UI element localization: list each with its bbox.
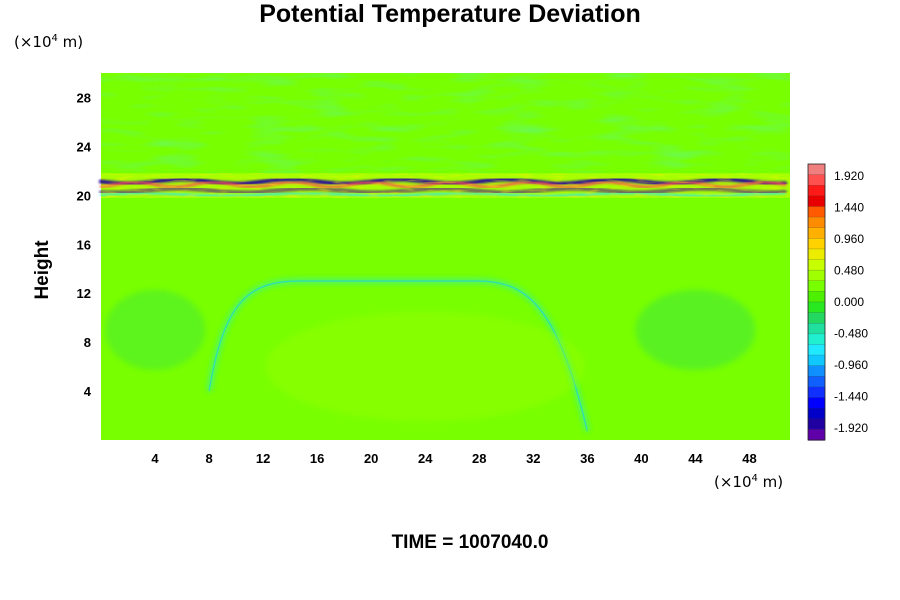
colorbar-swatch [808,195,825,208]
y-axis-ticks: 4 8 12 16 20 24 28 [77,90,92,399]
colorbar-swatch [808,259,825,271]
colorbar-swatch [808,333,825,346]
colorbar-swatch [808,238,825,250]
x-unit-exponent: 4 [751,473,758,484]
left-lobe [105,289,206,370]
colorbar-swatch [808,217,825,229]
colorbar-swatch [808,174,825,186]
colorbar-swatch [808,418,825,430]
y-unit-prefix: (×10 [14,33,52,51]
colorbar-swatch [808,429,825,441]
x-unit-prefix: (×10 [714,473,752,491]
colorbar-swatch [808,206,825,218]
colorbar-swatch [808,291,825,303]
x-tick-label: 24 [418,451,433,466]
chart-title: Potential Temperature Deviation [259,0,641,28]
y-unit-suffix: m) [57,33,84,51]
colorbar-swatch [808,227,825,239]
right-lobe [635,289,756,370]
colorbar-swatch [808,280,825,292]
y-tick-label: 28 [77,90,91,105]
colorbar-swatch [808,323,825,335]
time-label: TIME = 1007040.0 [391,532,549,553]
x-tick-label: 48 [742,451,756,466]
heatmap-field [99,73,790,440]
colorbar-tick-label: 1.440 [834,200,864,214]
colorbar-swatch [808,248,825,261]
x-tick-label: 28 [472,451,486,466]
y-tick-label: 12 [77,286,91,301]
colorbar-swatch [808,312,825,324]
colorbar-swatch [808,386,825,399]
x-unit-suffix: m) [757,473,784,491]
gravity-wave-texture [101,73,790,174]
colorbar-swatch [808,164,825,176]
x-tick-label: 12 [256,451,270,466]
colorbar-swatch [808,355,825,367]
y-tick-label: 8 [84,335,91,350]
colorbar-tick-label: 0.480 [834,263,864,277]
x-tick-label: 44 [688,451,703,466]
colorbar-tick-label: -0.480 [834,327,868,341]
colorbar-swatch [808,185,825,197]
colorbar-swatch [808,365,825,377]
colorbar-swatch [808,408,825,420]
colorbar-tick-label: -1.920 [834,421,868,435]
colorbar-swatch [808,270,825,282]
band-texture [101,173,790,198]
colorbar-swatch [808,344,825,356]
colorbar-tick-label: -1.440 [834,390,868,404]
colorbar-tick-label: 1.920 [834,169,864,183]
colorbar-frame [807,163,826,441]
colorbar-tick-label: 0.960 [834,232,864,246]
y-tick-label: 16 [77,237,91,252]
x-tick-label: 36 [580,451,594,466]
y-tick-label: 24 [77,139,92,154]
y-unit-exponent: 4 [51,33,58,44]
y-tick-label: 4 [84,384,92,399]
y-tick-label: 20 [77,188,91,203]
arch-interior [265,311,586,422]
colorbar-tick-label: 0.000 [834,295,864,309]
y-axis-unit: (×104 m) [14,33,83,51]
colorbar: 1.920 1.440 0.960 0.480 0.000 -0.480 -0.960 -1.… [807,163,868,441]
x-tick-label: 8 [205,451,212,466]
x-tick-label: 32 [526,451,540,466]
x-axis-ticks: 4 8 12 16 20 24 28 32 36 40 44 48 [151,451,756,466]
x-tick-label: 20 [364,451,378,466]
x-tick-label: 40 [634,451,648,466]
x-tick-label: 16 [310,451,324,466]
x-axis-unit: (×104 m) [714,473,783,491]
colorbar-swatch [808,376,825,388]
colorbar-swatch [808,302,825,314]
colorbar-tick-label: -0.960 [834,358,868,372]
colorbar-swatch [808,397,825,409]
x-tick-label: 4 [151,451,159,466]
